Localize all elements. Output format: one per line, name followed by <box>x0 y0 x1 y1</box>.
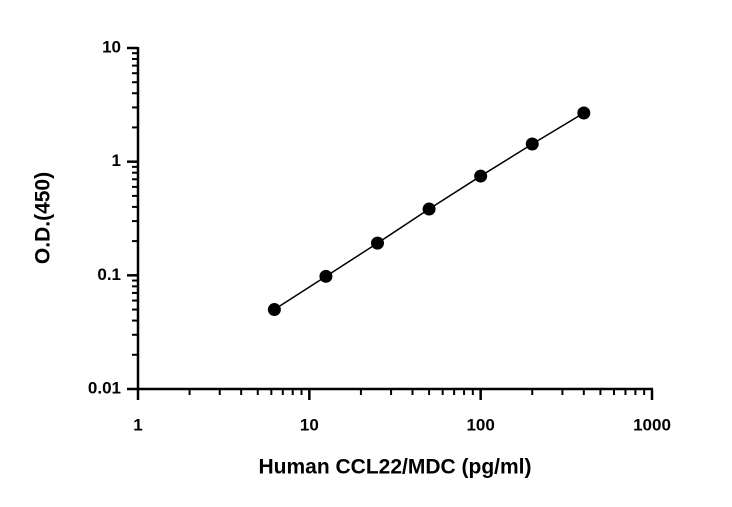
data-point <box>474 169 488 183</box>
x-axis-title: Human CCL22/MDC (pg/ml) <box>259 456 532 479</box>
x-tick-label: 100 <box>466 415 494 434</box>
y-tick-label: 1 <box>112 151 121 170</box>
y-tick-label: 10 <box>102 37 121 56</box>
data-point <box>319 269 333 283</box>
data-point <box>371 236 385 250</box>
x-tick-label: 10 <box>300 415 319 434</box>
data-point <box>267 303 281 317</box>
data-point <box>525 137 539 151</box>
y-axis-title: O.D.(450) <box>32 172 55 264</box>
y-tick-label: 0.1 <box>97 265 121 284</box>
y-tick-label: 0.01 <box>88 378 121 397</box>
data-point <box>577 106 591 120</box>
data-point <box>422 202 436 216</box>
x-tick-label: 1000 <box>633 415 671 434</box>
x-tick-label: 1 <box>133 415 142 434</box>
